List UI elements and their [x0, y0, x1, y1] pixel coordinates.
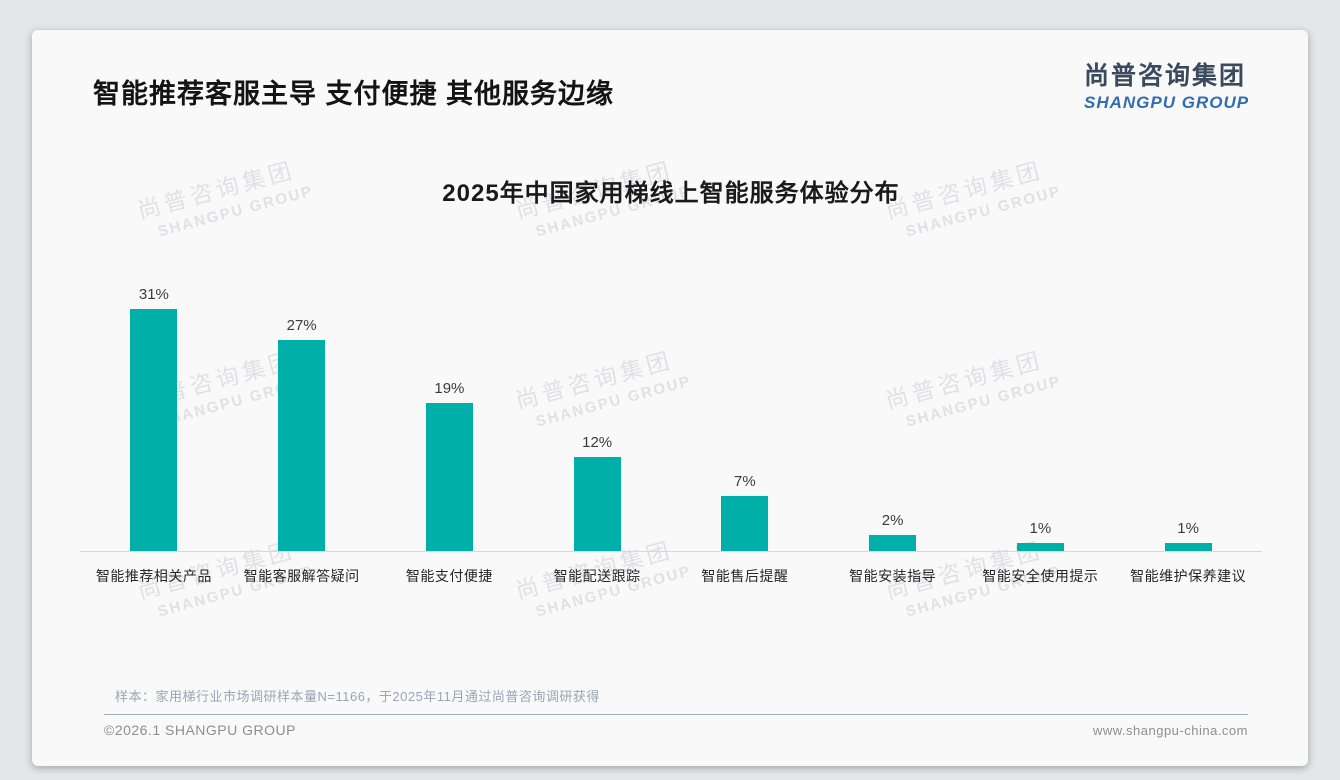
bar: [130, 309, 178, 551]
bar: [1016, 543, 1064, 551]
bar-slot: 7%: [671, 473, 819, 551]
bar-slot: 27%: [228, 317, 376, 551]
x-axis-label: 智能安装指导: [849, 568, 937, 584]
bar-chart: 2025年中国家用梯线上智能服务体验分布 31% 27% 19% 12% 7% 2% 1% 1…: [80, 30, 1262, 630]
x-axis-labels: 智能推荐相关产品 智能客服解答疑问 智能支付便捷 智能配送跟踪 智能售后提醒 智能安装指导…: [80, 566, 1262, 586]
x-axis-label: 智能推荐相关产品: [95, 568, 212, 584]
bar-slot: 1%: [967, 520, 1115, 551]
bar-value-label: 27%: [286, 317, 317, 335]
chart-plot-area: 31% 27% 19% 12% 7% 2% 1% 1%: [80, 280, 1262, 551]
logo-cn-text: 尚普咨询集团: [1084, 62, 1247, 90]
bar-slot: 1%: [1114, 520, 1262, 551]
bar: [573, 457, 621, 551]
bar-value-label: 19%: [434, 379, 465, 397]
x-axis-label: 智能售后提醒: [701, 568, 789, 584]
bar-slot: 2%: [819, 512, 967, 551]
footer: ©2026.1 SHANGPU GROUP www.shangpu-china.…: [104, 722, 1248, 738]
x-axis-label: 智能配送跟踪: [553, 568, 641, 584]
company-logo: 尚普咨询集团 SHANGPU GROUP: [1084, 56, 1274, 113]
bar-value-label: 12%: [582, 434, 613, 452]
bar-value-label: 31%: [138, 286, 169, 304]
bar-value-label: 1%: [1029, 520, 1052, 538]
x-axis-label: 智能安全使用提示: [982, 568, 1099, 584]
bar: [1164, 543, 1212, 551]
x-axis-label: 智能支付便捷: [405, 568, 493, 584]
copyright-text: ©2026.1 SHANGPU GROUP: [104, 722, 296, 738]
x-axis-label: 智能客服解答疑问: [243, 568, 360, 584]
bar: [869, 535, 917, 551]
bar-value-label: 1%: [1177, 520, 1199, 538]
sample-note: 样本：家用梯行业市场调研样本量N=1166，于2025年11月通过尚普咨询调研获…: [115, 689, 600, 704]
bar-slot: 31%: [80, 286, 228, 551]
bar-slot: 12%: [523, 434, 671, 551]
bar: [425, 402, 473, 551]
footer-divider: [104, 714, 1248, 715]
chart-title: 2025年中国家用梯线上智能服务体验分布: [442, 180, 900, 207]
bar-value-label: 7%: [734, 473, 756, 491]
page-title: 智能推荐客服主导 支付便捷 其他服务边缘: [93, 79, 615, 109]
slide-card: 尚普咨询集团 SHANGPU GROUP 尚普咨询集团 SHANGPU GROUP 尚普…: [32, 30, 1308, 766]
website-url: www.shangpu-china.com: [1092, 722, 1248, 738]
bar-value-label: 2%: [881, 512, 904, 530]
logo-en-text: SHANGPU GROUP: [1084, 93, 1250, 112]
x-axis-label: 智能维护保养建议: [1130, 568, 1247, 584]
bar: [278, 340, 326, 551]
x-axis-line: [80, 551, 1262, 552]
bar: [721, 496, 769, 551]
bar-slot: 19%: [376, 380, 524, 551]
